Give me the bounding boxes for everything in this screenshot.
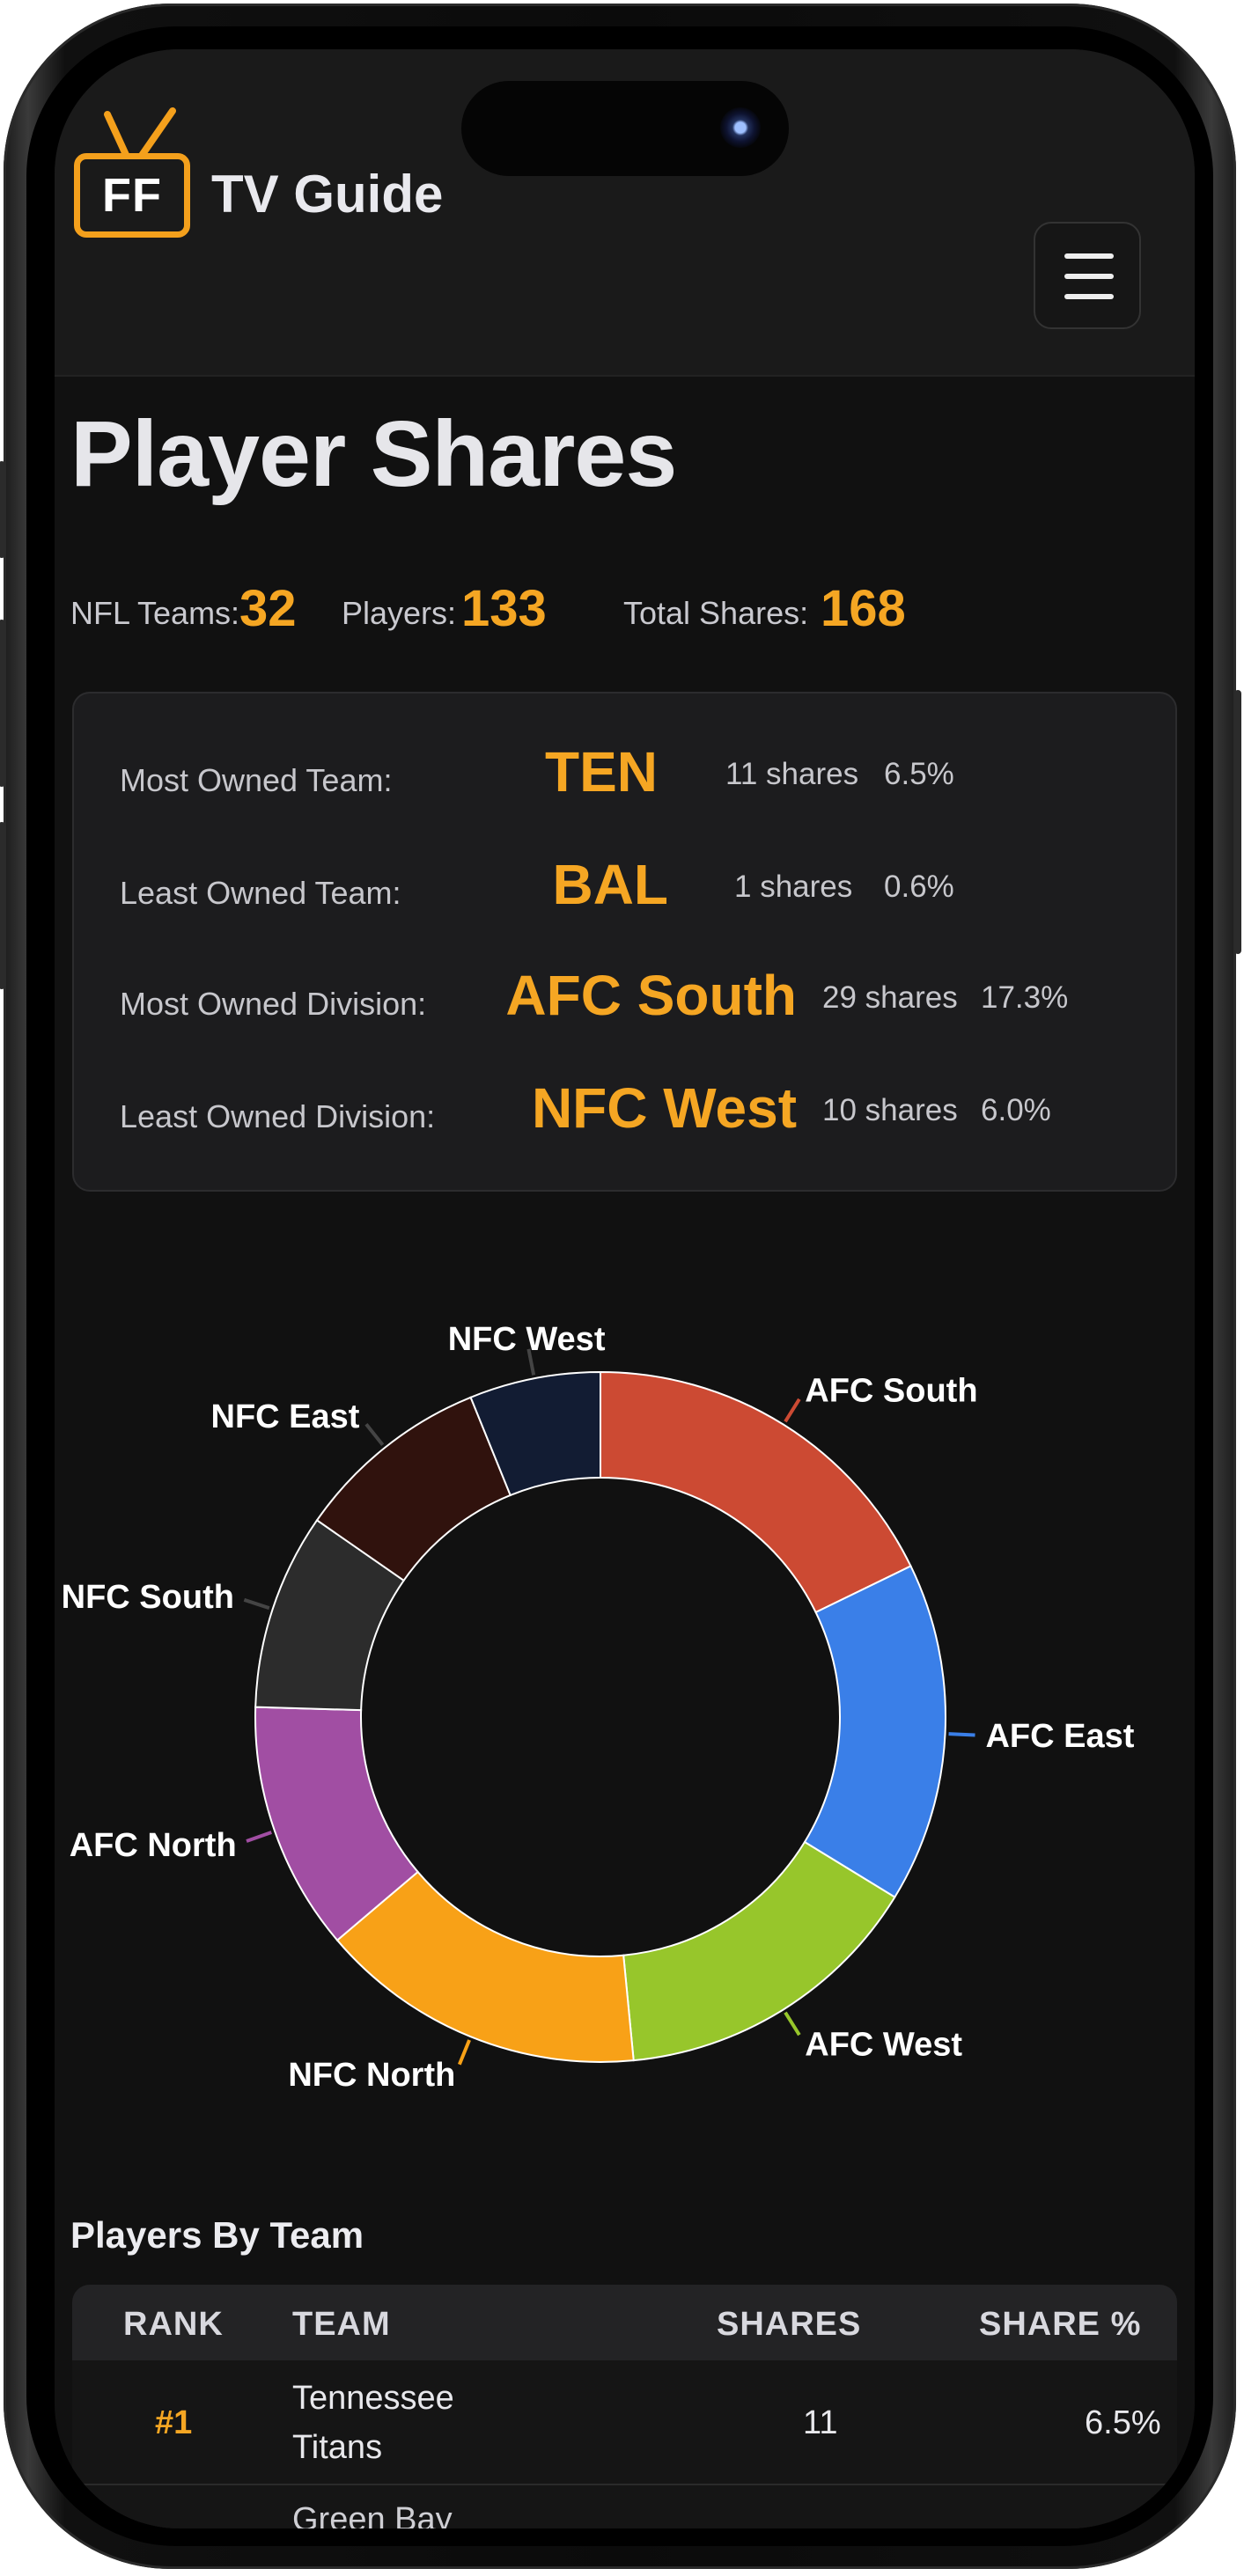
summary-label: Least Owned Division: (120, 1098, 436, 1134)
total-shares-label: Total Shares: (623, 595, 809, 631)
slice-label: NFC South (62, 1579, 234, 1616)
slice-label-leader (948, 1732, 975, 1737)
teams-value: 32 (239, 580, 297, 637)
teams-label: NFL Teams: (70, 595, 240, 631)
power-button (1234, 690, 1241, 954)
slice-label: AFC West (805, 2026, 962, 2063)
dynamic-island (461, 81, 789, 176)
share-pct-cell: 6.5% (1085, 2404, 1161, 2441)
summary-pct: 0.6% (884, 870, 954, 904)
logo-mark: FF (102, 169, 162, 222)
summary-label: Most Owned Team: (120, 762, 393, 798)
summary-row-most-division: Most Owned Division: AFC South 29 shares… (74, 963, 1175, 1033)
logo-text: TV Guide (211, 165, 444, 224)
division-share-doughnut-chart: AFC South AFC East AFC West NFC North AFC No… (62, 1321, 1135, 2094)
phone-screen: FF TV Guide Player Shares NFL Teams: 32 … (55, 49, 1195, 2528)
team-cell-line2: Titans (292, 2429, 383, 2466)
slice-label: AFC North (70, 1827, 237, 1864)
summary-pct: 17.3% (981, 980, 1069, 1015)
camera-icon (720, 107, 761, 148)
team-cell-line1: Tennessee (292, 2380, 454, 2417)
summary-label: Least Owned Team: (120, 875, 401, 911)
summary-pct: 6.0% (981, 1093, 1051, 1127)
column-header-team[interactable]: TEAM (292, 2306, 391, 2343)
summary-value: TEN (545, 740, 658, 804)
rank-cell: #1 (155, 2404, 193, 2441)
column-header-share-pct[interactable]: SHARE % (979, 2306, 1142, 2343)
hamburger-menu-icon (1064, 253, 1114, 259)
tv-antenna-icon (104, 107, 176, 158)
summary-shares: 1 shares (734, 870, 853, 904)
slice-afc-east[interactable] (803, 1565, 946, 1899)
page-title: Player Shares (70, 402, 677, 506)
slice-label-leader (243, 1597, 270, 1611)
column-header-rank[interactable]: RANK (123, 2306, 224, 2343)
menu-button[interactable] (1034, 222, 1141, 329)
summary-label: Most Owned Division: (120, 986, 427, 1022)
players-by-team-table: RANK TEAM SHARES SHARE % #1 Tennessee Ti… (72, 2285, 1177, 2528)
hamburger-line (1064, 274, 1114, 279)
summary-shares: 10 shares (822, 1093, 958, 1127)
shares-cell: 11 (803, 2404, 838, 2441)
summary-pct: 6.5% (884, 757, 954, 791)
summary-row-least-division: Least Owned Division: NFC West 10 shares… (74, 1075, 1175, 1146)
slice-label: NFC West (448, 1321, 606, 1358)
slice-label-leader (364, 1423, 385, 1446)
table-header-row: RANK TEAM SHARES SHARE % (72, 2285, 1177, 2360)
slice-label: NFC East (211, 1398, 360, 1435)
summary-row-most-team: Most Owned Team: TEN 11 shares 6.5% (74, 739, 1175, 810)
players-value: 133 (461, 580, 547, 637)
summary-shares: 29 shares (822, 980, 958, 1015)
tv-icon: FF (74, 153, 190, 238)
column-header-shares[interactable]: SHARES (717, 2306, 862, 2343)
table-row[interactable]: #1 Tennessee Titans 11 6.5% (72, 2360, 1177, 2485)
team-cell-line1: Green Bay (292, 2501, 453, 2528)
table-row[interactable]: Green Bay (72, 2485, 1177, 2528)
slice-label: AFC East (985, 1718, 1134, 1755)
players-label: Players: (342, 595, 457, 631)
slice-label-leader (526, 1348, 536, 1376)
volume-down-button (0, 822, 5, 989)
slice-label-leader (784, 1398, 801, 1423)
summary-value: AFC South (505, 964, 797, 1027)
slice-label-leader (246, 1831, 272, 1843)
summary-row-least-team: Least Owned Team: BAL 1 shares 0.6% (74, 852, 1175, 922)
slice-nfc-west[interactable] (469, 1370, 601, 1497)
slice-label-leader (457, 2039, 471, 2066)
summary-card: Most Owned Team: TEN 11 shares 6.5% Leas… (72, 692, 1177, 1192)
summary-value: NFC West (531, 1076, 797, 1140)
table-title: Players By Team (70, 2214, 364, 2256)
mute-switch (0, 461, 5, 558)
summary-value: BAL (552, 853, 668, 916)
slice-label: AFC South (805, 1373, 977, 1410)
hamburger-line (1064, 294, 1114, 299)
volume-up-button (0, 620, 5, 787)
total-shares-value: 168 (821, 580, 906, 637)
slice-label-leader (784, 2011, 801, 2037)
summary-shares: 11 shares (725, 757, 859, 791)
slice-label: NFC North (288, 2057, 455, 2094)
